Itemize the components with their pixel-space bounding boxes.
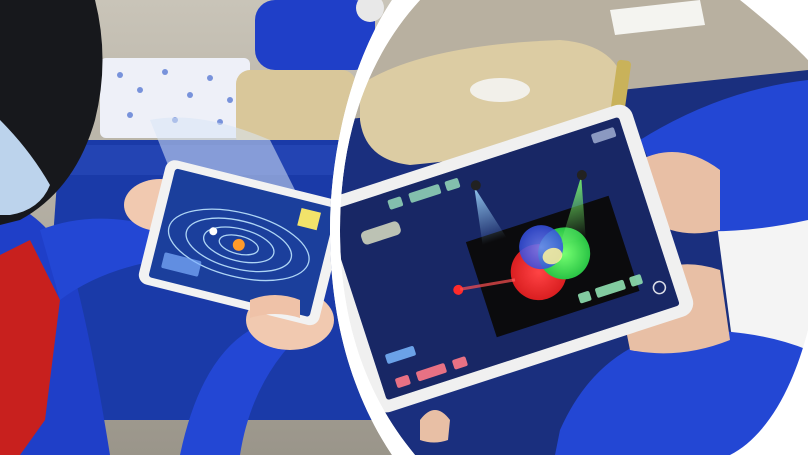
right-photo [340,0,808,455]
orbit-rings [167,208,310,282]
clear-plastic-bag [150,117,300,200]
paper-note [610,0,705,35]
collage-divider [330,0,420,455]
on-screen-controls-bottom [395,356,468,388]
ar-button [161,252,202,277]
settings-icon [652,280,667,295]
on-screen-label [385,345,416,364]
uniform-badge [356,0,384,22]
green-light-beam [560,176,586,243]
tablet-solar [138,160,347,326]
on-screen-controls-top [387,178,461,210]
left-arm-sleeve [40,218,160,300]
left-photo [0,0,392,455]
face-mask [0,120,50,215]
tablet-color-mixing [340,104,694,413]
right-sleeve-bottom [555,330,808,455]
ar-object [361,221,401,245]
pencil-case [236,70,356,150]
fingertip [420,410,450,443]
light-source-green [576,170,587,181]
corner-mask [730,330,808,455]
light-source-red [453,284,464,295]
right-arm-sleeve [180,330,290,455]
sun-marker [232,238,245,251]
back-student-uniform [255,0,375,70]
pencil-case-label [470,78,530,102]
planet-marker [209,227,218,236]
blue-light-beam [474,186,507,246]
red-scarf [0,240,60,455]
mixed-yellow-highlight [542,247,563,265]
light-source-blue [470,180,481,191]
on-screen-tag [591,127,617,144]
ar-info-card [297,207,321,231]
on-screen-controls-mid [577,274,643,304]
